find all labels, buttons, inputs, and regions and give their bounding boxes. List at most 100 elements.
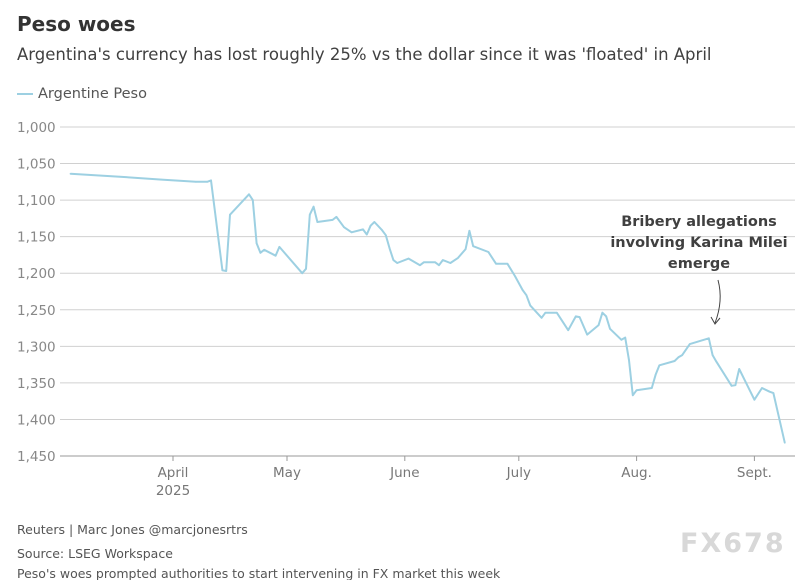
data-point (620, 338, 623, 341)
data-point (761, 387, 763, 389)
y-tick-label: 1,100 (17, 193, 56, 209)
data-point (654, 374, 657, 376)
data-point (392, 259, 395, 261)
x-tick-label: May (273, 465, 301, 481)
data-point (768, 390, 771, 393)
data-point (206, 181, 208, 183)
annotation-arrowhead (710, 316, 721, 325)
data-point (495, 262, 497, 265)
data-point (366, 233, 368, 236)
data-point (681, 354, 683, 356)
data-point (658, 364, 661, 367)
data-point (784, 442, 786, 444)
data-point (119, 175, 121, 178)
annotation-text: emerge (668, 256, 730, 272)
x-tick-label: June (389, 465, 419, 481)
data-point (651, 387, 653, 389)
legend-swatch (17, 93, 33, 95)
data-point (738, 368, 740, 370)
data-point (772, 392, 775, 394)
data-point (540, 317, 543, 319)
data-point (160, 178, 163, 181)
data-point (514, 275, 516, 277)
data-point (575, 315, 577, 318)
y-tick-label: 1,200 (17, 266, 56, 282)
data-point (396, 262, 399, 264)
data-point (715, 360, 718, 363)
data-point (635, 389, 638, 392)
y-tick-label: 1,250 (17, 303, 56, 319)
data-point (624, 336, 626, 339)
data-point (373, 221, 376, 223)
x-year-label: 2025 (156, 483, 190, 499)
data-point (506, 262, 509, 265)
y-tick-label: 1,300 (17, 339, 56, 355)
data-point (362, 228, 364, 231)
data-point (601, 311, 604, 314)
data-point (472, 245, 475, 247)
data-point (464, 248, 467, 250)
data-point (525, 294, 528, 296)
data-point (556, 311, 558, 314)
data-point (628, 359, 630, 362)
annotation-arrow (714, 279, 721, 324)
data-point (673, 360, 676, 362)
data-point (578, 316, 581, 318)
data-point (388, 247, 391, 250)
data-point (210, 179, 212, 182)
y-tick-label: 1,400 (17, 412, 56, 428)
annotation-text: involving Karina Milei (610, 235, 787, 251)
data-point (730, 385, 733, 387)
data-point (312, 205, 315, 208)
data-point (69, 172, 72, 175)
data-point (632, 394, 634, 397)
data-point (407, 257, 410, 260)
data-point (225, 270, 227, 272)
data-point (529, 304, 531, 307)
data-point (605, 315, 607, 318)
credit: Reuters | Marc Jones @marcjonesrtrs (17, 522, 248, 537)
data-point (597, 324, 600, 326)
data-point (708, 337, 710, 340)
x-tick-label: Aug. (621, 465, 652, 481)
data-point (195, 181, 197, 183)
watermark-logo: FX678 (680, 528, 786, 559)
x-tick-label: July (506, 465, 531, 481)
data-point (567, 329, 569, 332)
y-tick-label: 1,450 (17, 449, 56, 465)
data-point (278, 246, 281, 248)
data-point (263, 249, 266, 251)
data-point (252, 199, 254, 201)
data-point (442, 259, 444, 261)
data-point (305, 268, 307, 270)
data-point (586, 333, 588, 336)
data-point (753, 398, 756, 401)
data-point (274, 254, 277, 257)
data-point (385, 234, 387, 237)
data-point (381, 229, 383, 231)
chart-subtitle: Argentina's currency has lost roughly 25… (17, 45, 712, 64)
data-point (316, 221, 319, 223)
data-point (521, 289, 524, 291)
data-point (255, 242, 258, 245)
x-tick-label: Sept. (737, 465, 772, 481)
legend: Argentine Peso (17, 86, 147, 102)
source: Source: LSEG Workspace (17, 546, 173, 561)
series-line-argentine-peso (70, 172, 786, 444)
data-point (221, 269, 224, 272)
y-tick-label: 1,000 (17, 120, 56, 136)
data-point (423, 261, 425, 264)
legend-label: Argentine Peso (38, 86, 147, 102)
data-point (487, 251, 490, 253)
data-point (301, 272, 304, 275)
data-point (343, 226, 345, 228)
data-point (335, 216, 338, 218)
data-point (331, 219, 334, 221)
chart-title: Peso woes (17, 12, 136, 36)
data-point (419, 264, 421, 266)
x-tick-label: April (158, 465, 189, 481)
data-point (677, 356, 680, 359)
data-point (711, 354, 714, 356)
data-point (369, 224, 372, 227)
